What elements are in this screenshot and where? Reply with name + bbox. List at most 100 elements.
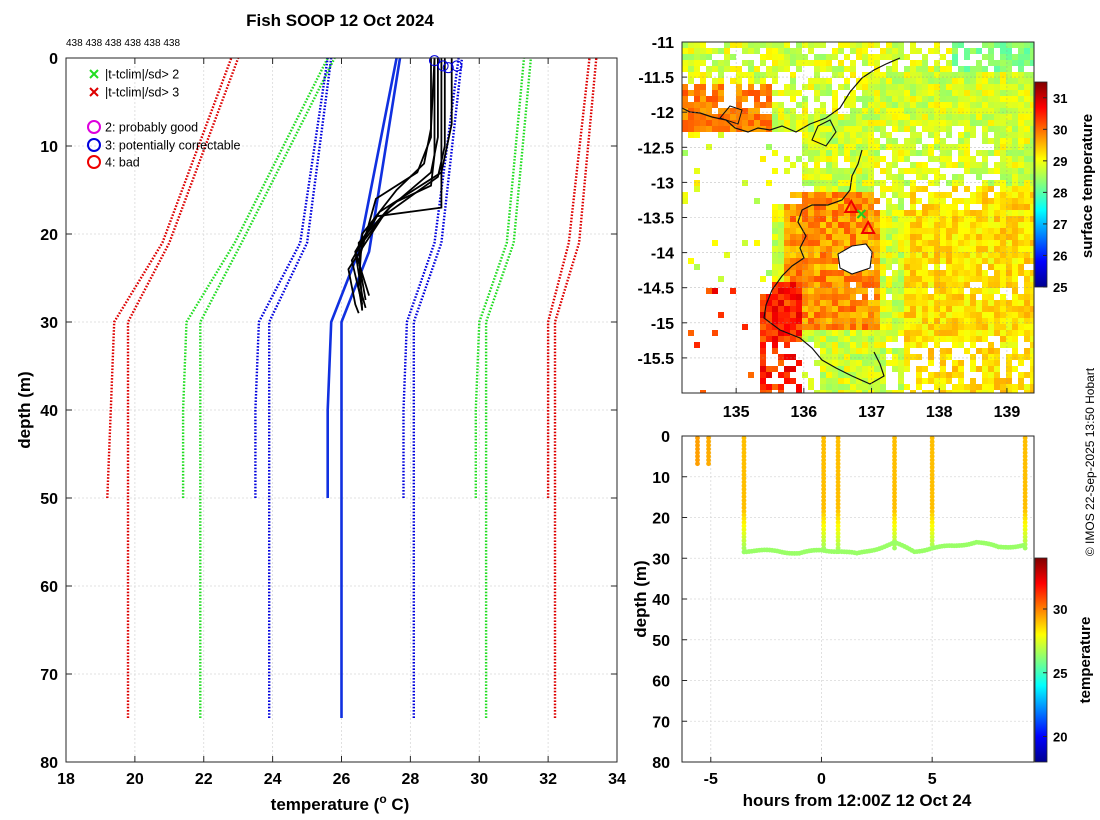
sst-cell	[904, 72, 910, 78]
sst-cell	[892, 390, 898, 393]
sst-cell	[970, 78, 976, 84]
sst-cell	[856, 324, 862, 330]
sst-cell	[958, 180, 964, 186]
sst-cell	[742, 42, 748, 48]
sst-cell	[808, 156, 814, 162]
sst-cell	[1030, 126, 1034, 132]
sst-cell	[832, 258, 838, 264]
sst-cell	[940, 54, 946, 60]
sst-cell	[904, 264, 910, 270]
sst-cell	[868, 222, 874, 228]
sst-cell	[862, 144, 868, 150]
sst-cell	[892, 120, 898, 126]
sst-cell	[958, 276, 964, 282]
sst-cell	[826, 306, 832, 312]
sst-cell	[856, 276, 862, 282]
map-y-tick-label: -15.5	[638, 351, 675, 368]
sst-cell	[730, 114, 736, 120]
sst-cell	[946, 222, 952, 228]
sst-cell	[778, 306, 784, 312]
sst-cell	[1018, 264, 1024, 270]
sst-cell	[838, 336, 844, 342]
sst-cell	[826, 300, 832, 306]
sst-cell	[760, 276, 766, 282]
sst-cell	[1000, 60, 1006, 66]
map-y-tick-label: -14.5	[638, 281, 675, 298]
profile-x-tick-label: 20	[126, 771, 144, 788]
sst-cell	[958, 282, 964, 288]
sst-cell	[922, 78, 928, 84]
sst-cell	[994, 306, 1000, 312]
sst-cell	[826, 126, 832, 132]
sst-cell	[856, 348, 862, 354]
sst-cell	[712, 60, 718, 66]
sst-cell	[862, 198, 868, 204]
sst-cell	[922, 162, 928, 168]
cast-sample	[929, 519, 935, 525]
sst-cell	[778, 114, 784, 120]
cast-sample	[892, 472, 897, 478]
sst-cell	[946, 72, 952, 78]
sst-cell	[844, 240, 850, 246]
sst-cell	[982, 240, 988, 246]
sst-cell	[778, 288, 784, 294]
sst-cell	[976, 48, 982, 54]
sst-cell	[802, 282, 808, 288]
sst-cell	[904, 228, 910, 234]
sst-cell	[844, 288, 850, 294]
sst-cell	[904, 294, 910, 300]
sst-cell	[988, 210, 994, 216]
sst-cell	[976, 186, 982, 192]
sst-cell	[928, 228, 934, 234]
sst-cell	[970, 108, 976, 114]
sst-cell	[928, 108, 934, 114]
sst-cell	[910, 354, 916, 360]
sst-cell	[940, 96, 946, 102]
sst-cell	[826, 204, 832, 210]
sst-cell	[898, 348, 904, 354]
sst-cell	[916, 168, 922, 174]
sst-cell	[694, 102, 700, 108]
sst-cell	[1030, 258, 1034, 264]
sst-cell	[718, 132, 724, 138]
sst-cell	[1018, 54, 1024, 60]
sst-cell	[838, 216, 844, 222]
sst-cell	[910, 234, 916, 240]
sst-cell	[904, 270, 910, 276]
sst-cell	[892, 204, 898, 210]
sst-cell	[1012, 222, 1018, 228]
sst-cell	[946, 276, 952, 282]
sst-cell	[832, 228, 838, 234]
mean-short	[326, 57, 398, 498]
sst-cell	[916, 312, 922, 318]
sst-cell	[898, 156, 904, 162]
sst-cell	[886, 186, 892, 192]
sst-cell	[928, 390, 934, 393]
sst-cell	[982, 384, 988, 390]
sst-cell	[922, 144, 928, 150]
mean-long	[340, 57, 402, 718]
sst-cell	[784, 126, 790, 132]
sst-cell	[922, 252, 928, 258]
sst-cell	[958, 312, 964, 318]
sst-cell	[886, 108, 892, 114]
cast-sample	[835, 541, 841, 547]
cast-sample	[741, 530, 747, 536]
sst-cell	[700, 54, 706, 60]
sst-cell	[1024, 348, 1030, 354]
sst-cell	[844, 156, 850, 162]
sst-cell	[964, 102, 970, 108]
sst-cell	[874, 270, 880, 276]
sst-cell	[802, 120, 808, 126]
sst-cell	[718, 312, 724, 318]
sst-cell	[1030, 288, 1034, 294]
sst-cell	[982, 354, 988, 360]
sst-cell	[820, 282, 826, 288]
sst-cell	[706, 54, 712, 60]
sst-cell	[784, 270, 790, 276]
sst-cell	[952, 240, 958, 246]
sst-cell	[874, 156, 880, 162]
sst-cell	[778, 324, 784, 330]
sst-cell	[1024, 282, 1030, 288]
